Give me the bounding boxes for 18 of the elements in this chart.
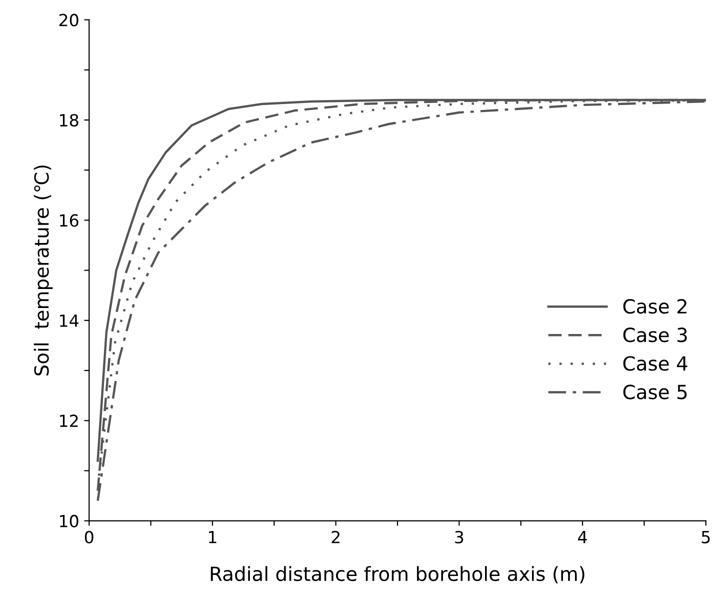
- y-tick-label: 18: [60, 114, 78, 127]
- legend-label: Case 5: [623, 384, 687, 400]
- x-tick-label: 0: [84, 530, 94, 544]
- y-tick-label: 20: [59, 14, 78, 26]
- legend-label: Case 4: [623, 356, 688, 371]
- y-tick-label: 10: [60, 514, 78, 528]
- y-axis-title: Soil temperature (℃): [34, 166, 53, 376]
- x-tick-label: 1: [209, 531, 216, 544]
- x-tick-label: 4: [578, 531, 587, 544]
- x-tick-label: 3: [455, 530, 464, 544]
- y-tick-label: 14: [60, 314, 78, 327]
- y-tick-label: 12: [60, 414, 78, 427]
- legend-label: Case 3: [623, 328, 687, 342]
- x-tick-label: 2: [332, 530, 340, 544]
- legend-label: Case 2: [623, 299, 686, 314]
- x-axis-title: Radial distance from borehole axis (m): [210, 566, 584, 584]
- x-tick-label: 5: [702, 531, 710, 544]
- y-tick-label: 16: [60, 214, 78, 227]
